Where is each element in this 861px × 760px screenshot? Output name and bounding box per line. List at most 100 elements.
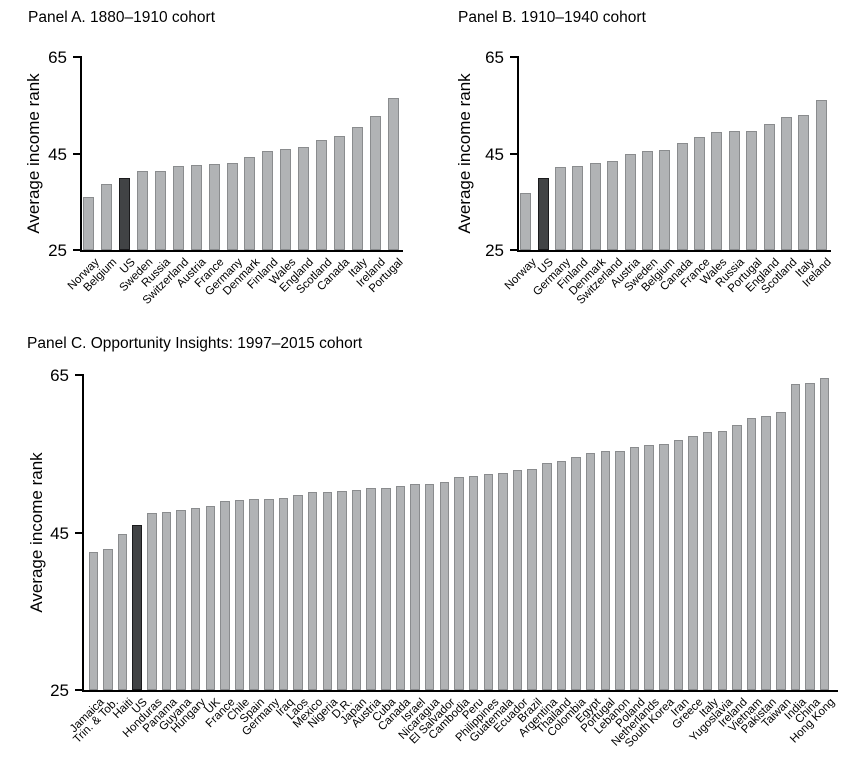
bar-hong-kong [819, 378, 830, 690]
bar-taiwan [776, 412, 786, 690]
bar-england [298, 147, 310, 250]
bar-panama [161, 512, 172, 690]
x-axis [82, 690, 838, 692]
bar-spain [249, 499, 259, 690]
bar-france [694, 137, 706, 250]
bar-d-r [337, 490, 347, 690]
bar-iran [673, 440, 684, 690]
bar-wales [711, 131, 723, 250]
panel-a: Panel A. 1880–1910 cohort Average income… [0, 0, 430, 332]
bar-scotland [316, 139, 327, 250]
bar-netherlands [644, 445, 654, 690]
bar-egypt [585, 452, 596, 690]
y-tick-mark [75, 374, 82, 376]
bar-ecuador [512, 469, 523, 690]
bar-brazil [527, 468, 537, 690]
bar-laos [293, 494, 303, 690]
bar-sweden [137, 171, 149, 250]
bar-portugal [746, 130, 758, 250]
bar-honduras [147, 512, 157, 690]
bar-haiti [117, 534, 128, 690]
bar-austria [624, 153, 636, 250]
y-tick-mark [73, 249, 80, 251]
y-tick-label: 25 [50, 681, 69, 700]
x-axis [517, 250, 831, 252]
y-tick-mark [510, 249, 517, 251]
bar-denmark [244, 157, 256, 250]
bar-us [132, 525, 142, 690]
bar-germany [554, 166, 566, 250]
panel-b: Panel B. 1910–1940 cohort Average income… [431, 0, 861, 332]
bar-germany [226, 163, 238, 250]
bar-israel [410, 484, 420, 690]
bar-switzerland [607, 160, 619, 250]
bar-peru [468, 475, 479, 690]
bar-iraq [278, 497, 289, 690]
bar-el-salvador [439, 482, 450, 690]
bar-denmark [589, 163, 601, 250]
bar-india [790, 384, 801, 690]
bar-france [220, 501, 230, 690]
y-tick-mark [510, 152, 517, 155]
y-tick-label: 45 [50, 523, 69, 543]
y-tick-mark [75, 689, 82, 691]
panel-a-title: Panel A. 1880–1910 cohort [28, 9, 216, 26]
bar-austria [190, 165, 202, 250]
bar-russia [155, 170, 166, 250]
bar-scotland [781, 117, 793, 250]
bar-italy [351, 127, 363, 250]
bar-france [208, 164, 220, 250]
bar-norway [520, 192, 532, 250]
bar-portugal [600, 451, 611, 690]
panel-c: Panel C. Opportunity Insights: 1997–2015… [0, 332, 861, 760]
bar-finland [572, 165, 584, 250]
y-axis [82, 374, 84, 692]
bar-trin-tob [103, 549, 113, 690]
bar-chile [234, 500, 245, 690]
panel-c-title: Panel C. Opportunity Insights: 1997–2015… [27, 335, 363, 352]
bar-austria [366, 488, 376, 690]
bar-belgium [659, 149, 671, 250]
bar-guyana [176, 510, 186, 690]
bar-norway [83, 196, 95, 250]
bar-cuba [381, 487, 391, 690]
y-tick-mark [75, 531, 82, 534]
y-tick-mark [510, 56, 517, 58]
bar-mexico [307, 492, 318, 690]
bar-china [805, 382, 815, 690]
y-tick-mark [73, 152, 80, 155]
y-tick-label: 65 [50, 366, 69, 385]
bar-pakistan [761, 415, 771, 690]
y-tick-label: 65 [48, 48, 67, 67]
bar-nicaragua [424, 483, 435, 690]
bar-russia [728, 131, 740, 250]
bar-uk [205, 505, 216, 690]
bar-canada [676, 143, 688, 250]
bar-cambodia [454, 477, 464, 690]
panel-b-title: Panel B. 1910–1940 cohort [458, 9, 646, 26]
bar-vietnam [746, 418, 757, 690]
bar-argentina [542, 463, 552, 690]
bar-poland [629, 447, 640, 690]
bar-hungary [190, 508, 201, 690]
bar-canada [333, 136, 345, 250]
y-tick-mark [73, 56, 80, 58]
bar-sweden [641, 150, 653, 250]
bar-guatemala [498, 472, 508, 690]
bar-thailand [556, 460, 567, 690]
bar-canada [395, 486, 406, 690]
bar-belgium [101, 183, 113, 250]
y-tick-label: 45 [48, 144, 67, 164]
bar-greece [688, 436, 698, 690]
y-tick-label: 45 [485, 144, 504, 164]
bar-wales [280, 148, 292, 250]
bar-italy [702, 431, 713, 690]
bar-ireland [815, 99, 827, 250]
bar-us [537, 177, 549, 250]
bar-nigeria [322, 491, 333, 690]
bar-england [763, 123, 775, 250]
bar-yugoslavia [717, 430, 728, 690]
bar-lebanon [615, 450, 625, 690]
x-axis [80, 250, 403, 252]
bar-south-korea [659, 443, 669, 690]
